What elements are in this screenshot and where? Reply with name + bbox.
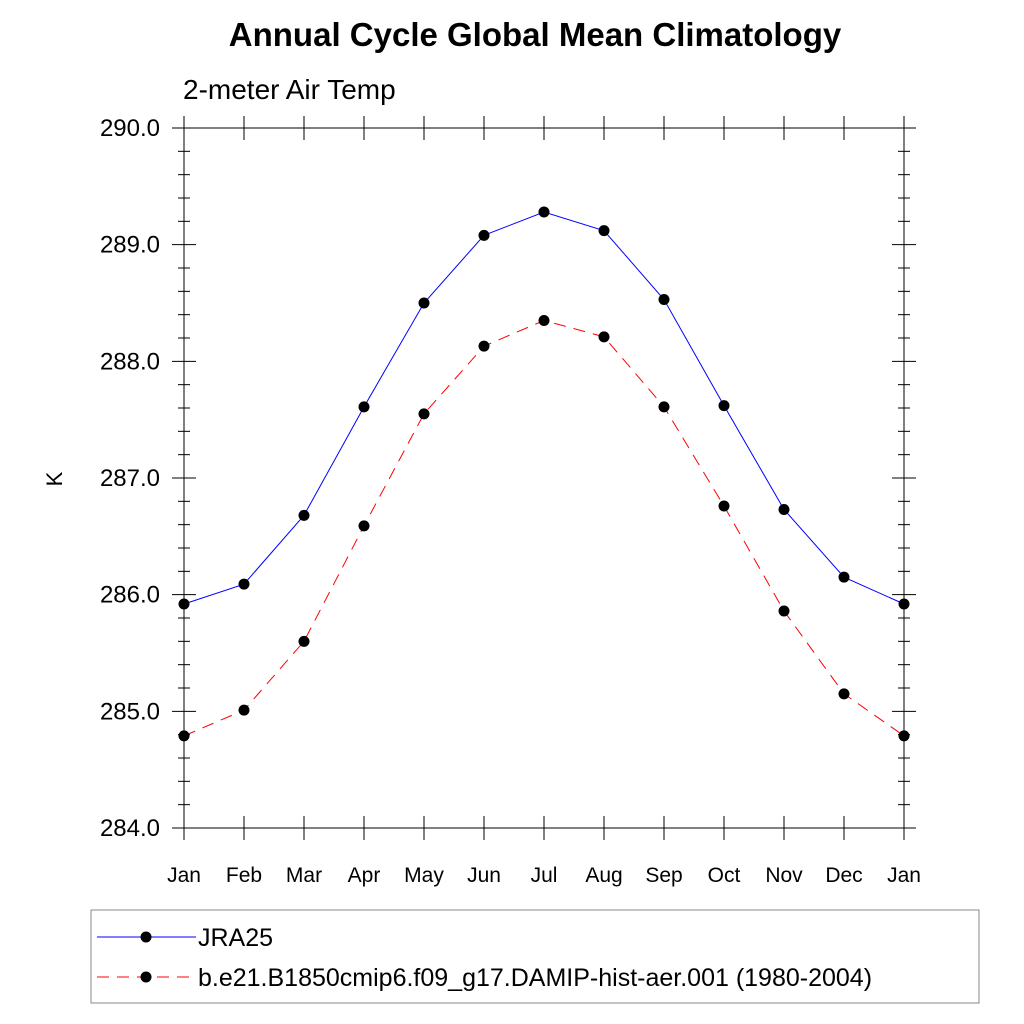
y-tick-label: 288.0 bbox=[100, 348, 160, 375]
x-tick-label: Jul bbox=[531, 864, 558, 887]
x-tick-label: Jan bbox=[887, 864, 921, 887]
data-point-series-1 bbox=[478, 229, 490, 241]
axis-ticks bbox=[172, 116, 916, 840]
x-tick-labels: Jan Feb Mar Apr May Jun Jul Aug Sep Oct Nov Dec Jan bbox=[167, 864, 921, 887]
y-tick-label: 289.0 bbox=[100, 232, 160, 259]
data-point-series-1 bbox=[238, 578, 250, 590]
x-tick-label: Oct bbox=[708, 864, 741, 887]
data-point-series-2 bbox=[238, 704, 250, 716]
legend-box bbox=[90, 909, 980, 1004]
data-point-series-1 bbox=[178, 598, 190, 610]
chart-subtitle: 2-meter Air Temp bbox=[183, 74, 396, 105]
data-point-series-2 bbox=[478, 340, 490, 352]
data-point-series-1 bbox=[598, 225, 610, 237]
legend-marker-1 bbox=[140, 931, 152, 943]
legend-label-2: b.e21.B1850cmip6.f09_g17.DAMIP-hist-aer.… bbox=[198, 964, 872, 992]
x-tick-label: Sep bbox=[645, 864, 682, 887]
x-tick-label: May bbox=[404, 864, 444, 887]
x-tick-label: Jan bbox=[167, 864, 201, 887]
x-tick-label: Nov bbox=[765, 864, 803, 887]
x-tick-label: Jun bbox=[467, 864, 501, 887]
data-point-series-1 bbox=[418, 297, 430, 309]
data-point-series-2 bbox=[358, 520, 370, 532]
plot-frame bbox=[183, 127, 905, 829]
series-line-1 bbox=[183, 211, 905, 605]
data-point-series-1 bbox=[358, 401, 370, 413]
y-tick-label: 287.0 bbox=[100, 465, 160, 492]
data-point-series-1 bbox=[838, 571, 850, 583]
x-tick-label: Feb bbox=[226, 864, 262, 887]
x-tick-label: Dec bbox=[825, 864, 862, 887]
data-point-series-2 bbox=[838, 688, 850, 700]
legend: JRA25 b.e21.B1850cmip6.f09_g17.DAMIP-hist… bbox=[97, 924, 872, 992]
data-point-series-2 bbox=[178, 730, 190, 742]
y-tick-label: 290.0 bbox=[100, 115, 160, 142]
legend-label-1: JRA25 bbox=[198, 924, 273, 952]
data-point-series-2 bbox=[418, 408, 430, 420]
data-point-series-2 bbox=[538, 315, 550, 326]
legend-marker-2 bbox=[140, 971, 152, 983]
y-tick-label: 285.0 bbox=[100, 698, 160, 725]
data-point-series-2 bbox=[898, 730, 910, 742]
data-point-series-2 bbox=[778, 605, 790, 617]
data-point-series-1 bbox=[658, 294, 670, 305]
data-point-series-1 bbox=[298, 509, 310, 521]
y-tick-label: 284.0 bbox=[100, 815, 160, 842]
x-tick-label: Mar bbox=[286, 864, 322, 887]
y-tick-labels: 284.0 285.0 286.0 287.0 288.0 289.0 290.0 bbox=[100, 115, 160, 842]
data-point-series-1 bbox=[538, 206, 550, 218]
x-tick-label: Aug bbox=[585, 864, 622, 887]
chart-title: Annual Cycle Global Mean Climatology bbox=[229, 16, 842, 53]
data-point-series-2 bbox=[298, 635, 310, 647]
x-tick-label: Apr bbox=[348, 864, 381, 887]
data-point-series-1 bbox=[778, 504, 790, 515]
data-point-series-1 bbox=[898, 598, 910, 610]
data-point-series-2 bbox=[658, 401, 670, 413]
y-tick-label: 286.0 bbox=[100, 582, 160, 609]
series-line-2 bbox=[183, 319, 905, 737]
data-point-series-2 bbox=[718, 500, 730, 512]
data-point-series-1 bbox=[718, 400, 730, 412]
series-points bbox=[178, 206, 910, 742]
series-lines bbox=[183, 211, 905, 737]
data-point-series-2 bbox=[598, 331, 610, 343]
y-axis-label: K bbox=[42, 471, 67, 486]
